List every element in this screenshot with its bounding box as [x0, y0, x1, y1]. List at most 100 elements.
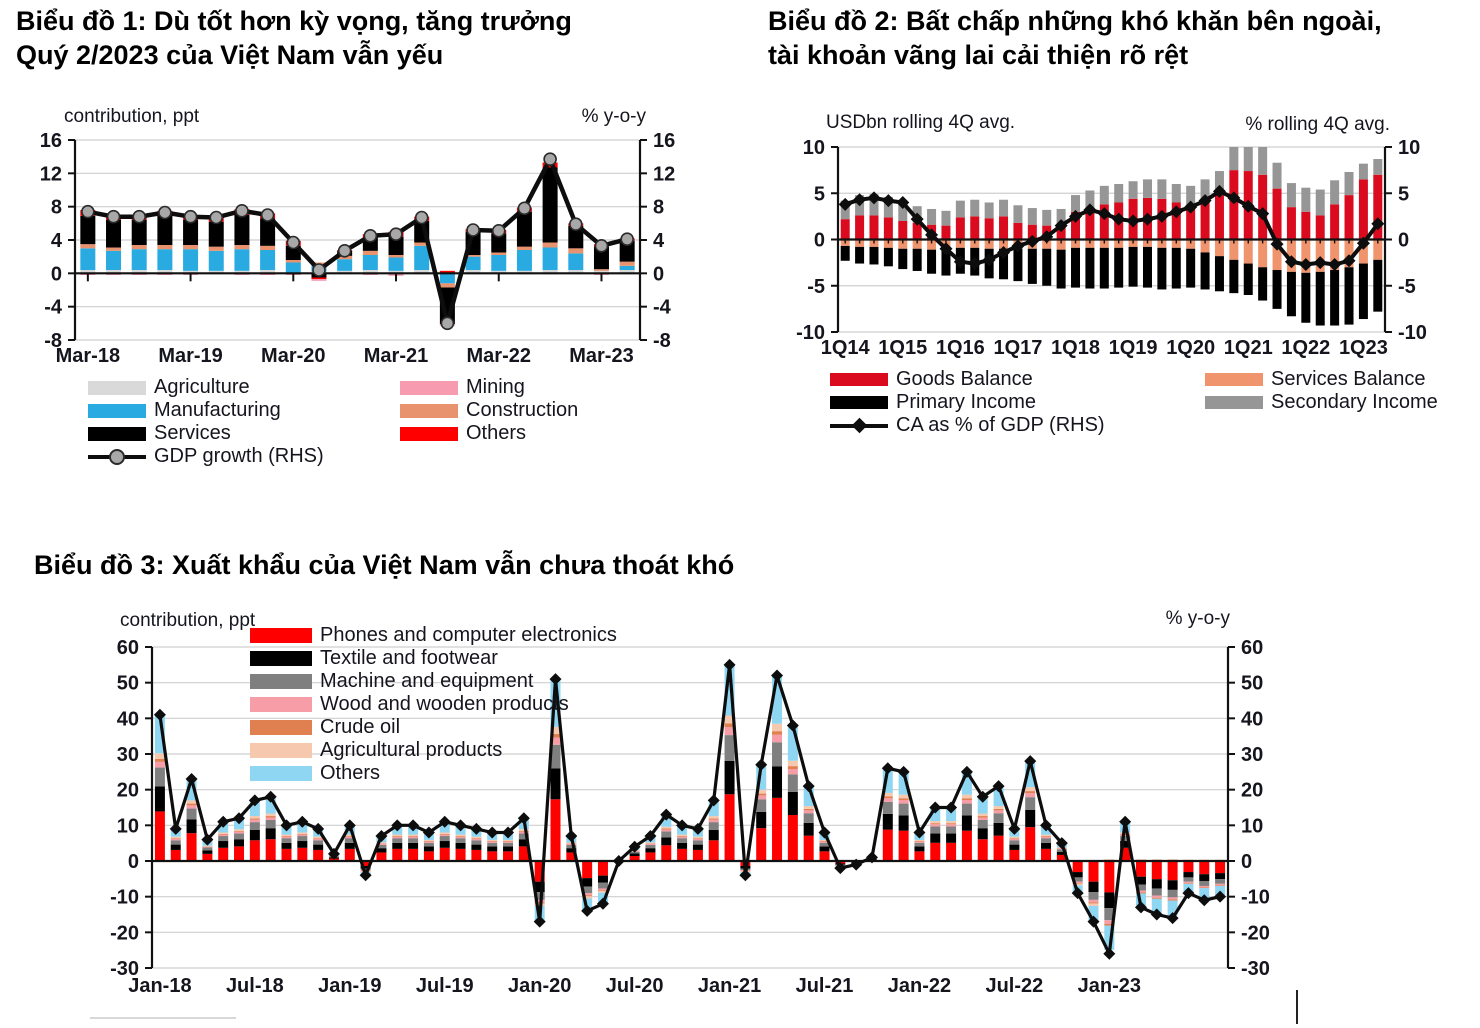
- chart1-title: Biểu đồ 1: Dù tốt hơn kỳ vọng, tăng trưở…: [16, 4, 726, 72]
- legend-item-agriculture: Agriculture: [88, 376, 324, 399]
- legend-label: Wood and wooden products: [320, 693, 569, 715]
- svg-text:50: 50: [1241, 673, 1263, 695]
- text-cursor-artifact: [1296, 990, 1298, 1024]
- services-swatch-icon: [88, 426, 146, 441]
- chart2-title: Biểu đồ 2: Bất chấp những khó khăn bên n…: [768, 4, 1480, 72]
- legend-item-textile-and-footwear: Textile and footwear: [250, 647, 617, 670]
- services-balance-swatch-icon: [1205, 373, 1263, 386]
- line-markers: [838, 184, 1385, 271]
- svg-text:20: 20: [1241, 780, 1263, 802]
- svg-text:Mar-22: Mar-22: [467, 345, 531, 367]
- svg-text:Jul-20: Jul-20: [606, 975, 664, 997]
- svg-text:Mar-21: Mar-21: [364, 345, 428, 367]
- goods-balance-swatch-icon: [830, 373, 888, 386]
- svg-text:1Q22: 1Q22: [1281, 337, 1330, 359]
- stacked-bars: [840, 147, 1383, 326]
- svg-text:Jul-21: Jul-21: [796, 975, 854, 997]
- svg-text:0: 0: [653, 263, 664, 285]
- svg-text:12: 12: [40, 163, 62, 185]
- chart2-legend-column-1: Goods Balance Primary Income CA as % of GD…: [830, 368, 1105, 437]
- svg-text:1Q18: 1Q18: [1051, 337, 1100, 359]
- chart-3-plot: 60 60 50 50 40 40 30 30 20 20 10 10 0 0 -10 -10 -20 -20 -3…: [110, 637, 1270, 997]
- legend-item-ca-as-of-gdp-rhs: CA as % of GDP (RHS): [830, 414, 1105, 437]
- chart3-right-axis-unit: % y-o-y: [1165, 608, 1230, 629]
- legend-item-services-balance: Services Balance: [1205, 368, 1438, 391]
- legend-label: Phones and computer electronics: [320, 624, 617, 646]
- legend-label: Others: [320, 762, 381, 784]
- crude-oil-swatch-icon: [250, 720, 312, 735]
- svg-text:50: 50: [117, 673, 139, 695]
- svg-text:Mar-23: Mar-23: [569, 345, 633, 367]
- svg-text:16: 16: [40, 130, 62, 152]
- legend-label: Services: [154, 422, 231, 444]
- chart3-legend-column-1: Phones and computer electronics Textile a…: [250, 624, 617, 785]
- legend-label: Goods Balance: [896, 368, 1033, 390]
- svg-text:20: 20: [117, 780, 139, 802]
- chart3-title-line1: Biểu đồ 3: Xuất khẩu của Việt Nam vẫn ch…: [34, 550, 735, 580]
- svg-text:Jul-22: Jul-22: [985, 975, 1043, 997]
- svg-text:4: 4: [51, 230, 63, 252]
- others-swatch-icon: [250, 766, 312, 781]
- svg-text:0: 0: [1241, 851, 1252, 873]
- svg-text:10: 10: [117, 815, 139, 837]
- legend-label: Manufacturing: [154, 399, 281, 421]
- svg-text:0: 0: [1398, 230, 1409, 252]
- svg-text:1Q16: 1Q16: [936, 337, 985, 359]
- cutoff-row-artifact: [90, 1017, 236, 1019]
- chart2-title-line1: Biểu đồ 2: Bất chấp những khó khăn bên n…: [768, 6, 1382, 36]
- legend-label: Services Balance: [1271, 368, 1426, 390]
- y-tick-labels: 60 60 50 50 40 40 30 30 20 20 10 10 0 0 -10 -10 -20 -20 -3…: [110, 637, 1270, 980]
- machine-and-equipment-swatch-icon: [250, 674, 312, 689]
- agriculture-swatch-icon: [88, 380, 146, 395]
- gdp-growth-rhs-line-marker-icon: [88, 448, 146, 465]
- line-series: [85, 156, 630, 326]
- others-swatch-icon: [400, 426, 458, 441]
- svg-text:Jan-18: Jan-18: [128, 975, 191, 997]
- chart1-left-axis-unit: contribution, ppt: [64, 106, 200, 127]
- svg-text:-8: -8: [44, 330, 62, 352]
- legend-label: Agricultural products: [320, 739, 503, 761]
- svg-text:-10: -10: [1398, 322, 1427, 344]
- svg-text:16: 16: [653, 130, 675, 152]
- legend-item-mining: Mining: [400, 376, 578, 399]
- svg-text:-10: -10: [796, 322, 825, 344]
- svg-text:30: 30: [117, 744, 139, 766]
- line-series: [158, 663, 1222, 956]
- svg-text:-8: -8: [653, 330, 671, 352]
- legend-item-manufacturing: Manufacturing: [88, 399, 324, 422]
- svg-text:-30: -30: [1241, 958, 1270, 980]
- textile-and-footwear-swatch-icon: [250, 651, 312, 666]
- svg-text:12: 12: [653, 163, 675, 185]
- svg-text:1Q14: 1Q14: [821, 337, 871, 359]
- legend-item-secondary-income: Secondary Income: [1205, 391, 1438, 414]
- svg-text:-20: -20: [1241, 922, 1270, 944]
- svg-text:Jan-23: Jan-23: [1078, 975, 1141, 997]
- svg-text:1Q19: 1Q19: [1109, 337, 1158, 359]
- legend-item-agricultural-products: Agricultural products: [250, 739, 617, 762]
- chart1-legend-column-1: Agriculture Manufacturing Services GDP grow…: [88, 376, 324, 468]
- ca-as-of-gdp-rhs-line-marker-icon: [830, 417, 888, 434]
- svg-text:-4: -4: [653, 297, 672, 319]
- svg-text:40: 40: [117, 708, 139, 730]
- svg-text:5: 5: [1398, 183, 1409, 205]
- manufacturing-swatch-icon: [88, 403, 146, 418]
- svg-text:0: 0: [128, 851, 139, 873]
- legend-label: Mining: [466, 376, 525, 398]
- y-tick-labels: 16 16 12 12 8 8 4 4 0 0 -4 -4 -8 -8: [40, 130, 676, 352]
- chart1-legend-column-2: Mining Construction Others: [400, 376, 578, 445]
- svg-text:1Q23: 1Q23: [1339, 337, 1388, 359]
- chart2-title-line2: tài khoản vãng lai cải thiện rõ rệt: [768, 40, 1189, 70]
- chart2-right-axis-unit: % rolling 4Q avg.: [1245, 114, 1390, 135]
- legend-label: Construction: [466, 399, 579, 421]
- line-markers: [153, 658, 1227, 960]
- svg-text:Jan-22: Jan-22: [888, 975, 951, 997]
- chart1-title-line1: Biểu đồ 1: Dù tốt hơn kỳ vọng, tăng trưở…: [16, 6, 572, 36]
- legend-label: Crude oil: [320, 716, 401, 738]
- x-tick-labels: 1Q14 1Q15 1Q16 1Q17 1Q18 1Q19 1Q20 1Q21 1Q22 1Q23: [821, 337, 1388, 359]
- x-tick-labels: Mar-18 Mar-19 Mar-20 Mar-21 Mar-22 Mar-23: [56, 345, 634, 367]
- line-series: [843, 189, 1380, 267]
- svg-text:Mar-20: Mar-20: [261, 345, 325, 367]
- legend-item-crude-oil: Crude oil: [250, 716, 617, 739]
